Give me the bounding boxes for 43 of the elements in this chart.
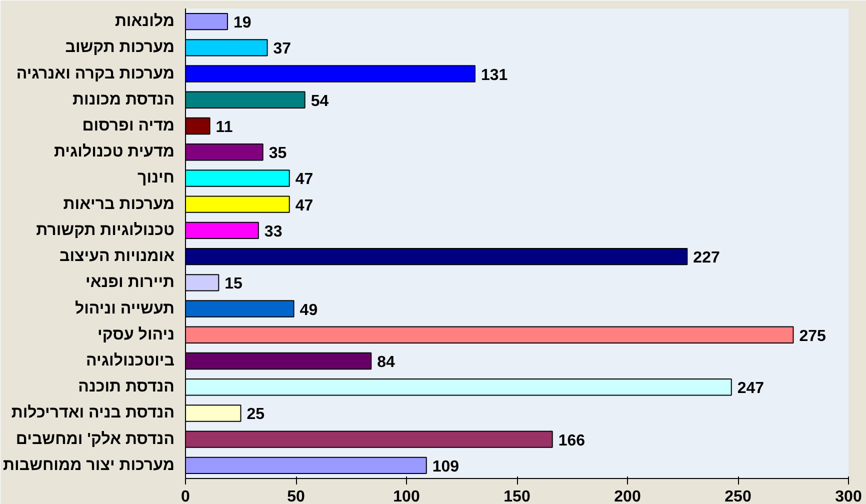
y-tick-label: מערכות תקשוב	[65, 39, 174, 56]
data-label: 33	[264, 223, 282, 240]
y-tick-label: ביוטכנולוגיה	[86, 352, 175, 370]
data-label: 37	[273, 40, 292, 58]
data-label: 54	[310, 92, 329, 110]
data-label: 131	[481, 66, 508, 84]
data-label: 35	[268, 145, 287, 162]
x-tick-label: 50	[287, 488, 305, 504]
x-tick-label: 100	[393, 488, 420, 504]
data-label: 166	[558, 432, 586, 450]
y-tick-label: תיירות ופנאי	[85, 274, 174, 292]
data-label: 19	[233, 14, 252, 32]
x-tick-label: 300	[835, 488, 862, 504]
data-label: 109	[432, 458, 460, 476]
data-label: 84	[377, 354, 396, 371]
data-label: 49	[300, 302, 318, 319]
data-label: 247	[737, 380, 764, 398]
x-tick-label: 0	[181, 488, 190, 504]
y-tick-label: אומנויות העיצוב	[59, 248, 175, 266]
y-tick-label: תעשייה וניהול	[74, 299, 175, 318]
y-tick-label: מערכות בקרה ואנרגיה	[16, 65, 175, 82]
y-tick-label: הנדסת מכונות	[72, 91, 174, 108]
data-label: 227	[693, 250, 720, 267]
x-tick-label: 250	[724, 488, 752, 504]
y-tick-label: מדעית טכנולוגית	[54, 142, 175, 161]
y-tick-label: הנדסת בניה ואדריכלות	[11, 404, 174, 422]
data-label: 11	[216, 119, 233, 136]
y-tick-label: טכנולוגיות תקשורת	[36, 220, 174, 239]
y-tick-label: מלונאות	[114, 12, 174, 30]
y-tick-label: ניהול עסקי	[98, 325, 175, 344]
x-tick-label: 200	[614, 488, 641, 504]
x-tick-label: 150	[504, 488, 530, 504]
y-tick-label: הנדסת אלק' ומחשבים	[16, 430, 174, 448]
data-label: 25	[246, 406, 265, 424]
data-label: 15	[224, 276, 243, 293]
data-label: 47	[295, 197, 314, 214]
y-tick-label: מערכות יצור ממוחשבות	[3, 456, 174, 474]
y-tick-label: מדיה ופרסום	[82, 118, 174, 134]
data-label: 275	[799, 328, 826, 345]
data-label: 47	[295, 171, 314, 188]
y-tick-label: הנדסת תוכנה	[78, 378, 175, 396]
y-tick-label: חינוך	[138, 170, 175, 187]
y-tick-label: מערכות בריאות	[63, 196, 174, 213]
